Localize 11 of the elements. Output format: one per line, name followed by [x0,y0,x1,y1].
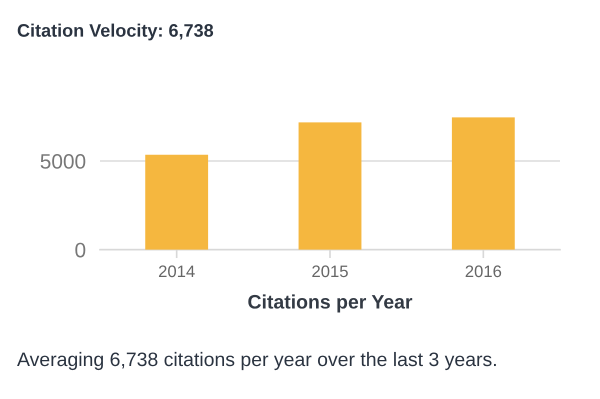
x-axis-title: Citations per Year [248,294,412,313]
text: Averaging 6,738 citations per year over the last 3 years. [17,352,496,370]
bar [145,154,208,250]
x-tick-label: 2014 [158,265,195,278]
y-tick-label: 0 [75,242,86,258]
bar [452,117,515,250]
x-tick-label: 2016 [466,265,502,278]
y-tick-label: 5000 [40,154,86,169]
bar [298,122,362,250]
chart-title: Citation Velocity: 6,738 [18,24,214,40]
x-tick-label: 2015 [312,265,348,278]
